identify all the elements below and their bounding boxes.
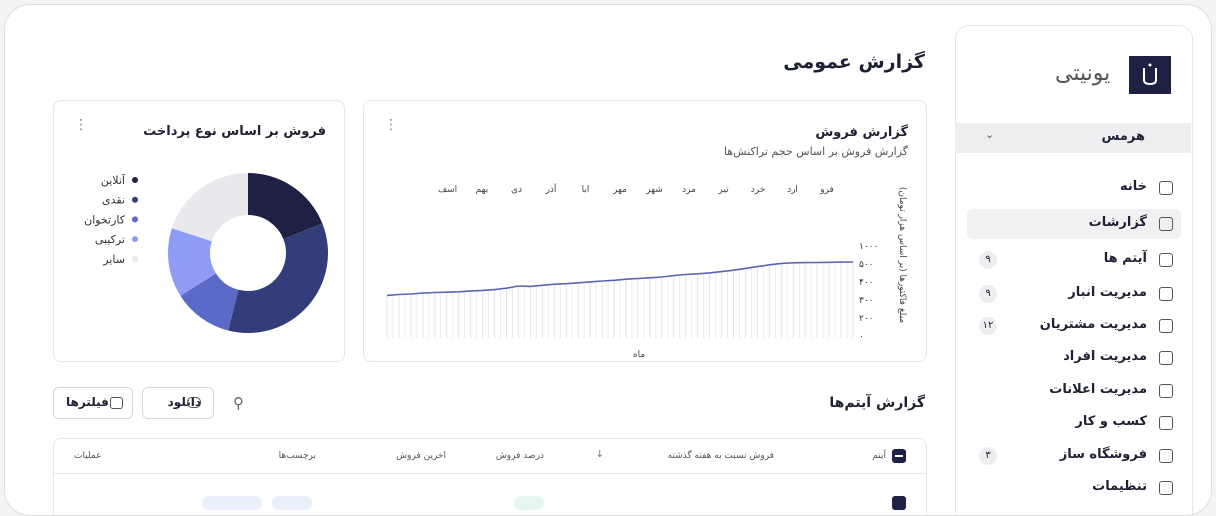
- menu-item[interactable]: مدیریت افراد: [967, 343, 1181, 373]
- menu-badge: ۹: [979, 251, 997, 269]
- filters-button[interactable]: فیلترها: [53, 387, 133, 419]
- tag-pill: [272, 496, 312, 510]
- menu-label: تنظیمات: [1092, 479, 1147, 494]
- menu-label: مدیریت انبار: [1068, 285, 1147, 300]
- menu-label: کسب و کار: [1075, 414, 1147, 429]
- search-button[interactable]: ⚲: [233, 394, 244, 412]
- menu-icon: [1159, 351, 1173, 365]
- menu-item[interactable]: خانه: [967, 173, 1181, 203]
- menu-label: مدیریت مشتریان: [1039, 317, 1147, 332]
- menu-icon: [1159, 287, 1173, 301]
- icon: [110, 397, 123, 409]
- menu-badge: ۱۲: [979, 317, 997, 335]
- menu-label: مدیریت افراد: [1063, 349, 1147, 364]
- more-button[interactable]: ⋮: [74, 117, 88, 133]
- menu-icon: [1159, 319, 1173, 333]
- brand: یونیتی: [1055, 61, 1111, 86]
- card-title: گزارش فروش: [815, 125, 908, 140]
- column-header: عملیات: [74, 451, 102, 461]
- menu-item[interactable]: گزارشات: [967, 209, 1181, 239]
- payment-card: فروش بر اساس نوع پرداخت ⋮: [53, 100, 345, 362]
- menu-badge: ۳: [979, 447, 997, 465]
- menu-badge: ۹: [979, 285, 997, 303]
- more-button[interactable]: ⋮: [384, 117, 398, 133]
- tag-pill: [202, 496, 262, 510]
- menu-item[interactable]: کسب و کار: [967, 408, 1181, 438]
- menu-icon: [1159, 181, 1173, 195]
- icon: [187, 397, 201, 408]
- menu-label: آیتم ها: [1103, 251, 1147, 266]
- column-header: اخرین فروش: [396, 451, 446, 461]
- menu-icon: [1159, 253, 1173, 267]
- card-subtitle: گزارش فروش بر اساس حجم تراکنش‌ها: [724, 145, 908, 158]
- page-title: گزارش عمومی: [783, 51, 925, 73]
- menu-item[interactable]: تنظیمات: [967, 473, 1181, 503]
- header-checkbox[interactable]: [892, 449, 906, 463]
- menu-item[interactable]: آیتم ها ۹: [967, 245, 1181, 275]
- menu-icon: [1159, 217, 1173, 231]
- chevron: ⌄: [985, 128, 995, 141]
- menu-label: فروشگاه ساز: [1059, 447, 1147, 462]
- menu-label: گزارشات: [1088, 215, 1147, 230]
- menu-item[interactable]: مدیریت انبار ۹: [967, 279, 1181, 309]
- column-header: درصد فروش: [495, 451, 544, 461]
- column-header: آیتم: [872, 451, 886, 461]
- workspace-select[interactable]: هرمس ⌄: [955, 123, 1191, 153]
- sort-arrow: ↓: [595, 449, 604, 460]
- items-table: آیتم فروش نسبت به هفته گذشته درصد فروش اخری…: [53, 438, 927, 515]
- card-title: فروش بر اساس نوع پرداخت: [143, 124, 326, 139]
- button-label: دانلود: [167, 395, 201, 409]
- menu-icon: [1159, 416, 1173, 430]
- menu-icon: [1159, 449, 1173, 463]
- row-checkbox[interactable]: [892, 496, 906, 510]
- logo-icon: [1129, 56, 1171, 94]
- sidebar: [955, 25, 1193, 515]
- menu-icon: [1159, 384, 1173, 398]
- app-frame: یونیتی هرمس ⌄ خانه گزارشات آیتم ها ۹ مدیریت …: [4, 4, 1212, 516]
- menu-item[interactable]: مدیریت اعلانات: [967, 376, 1181, 406]
- section-title: گزارش آیتم‌ها: [829, 395, 925, 411]
- button-label: فیلترها: [66, 395, 109, 409]
- menu-icon: [1159, 481, 1173, 495]
- column-header[interactable]: فروش نسبت به هفته گذشته: [667, 451, 774, 461]
- menu-label: مدیریت اعلانات: [1049, 382, 1147, 397]
- sales-card: گزارش فروش گزارش فروش بر اساس حجم تراکنش…: [363, 100, 927, 362]
- menu-label: خانه: [1119, 179, 1147, 194]
- percent-pill: [514, 496, 544, 510]
- column-header: برچسب‌ها: [278, 451, 316, 461]
- row-divider: [54, 473, 926, 474]
- download-button[interactable]: دانلود: [142, 387, 214, 419]
- menu-item[interactable]: مدیریت مشتریان ۱۲: [967, 311, 1181, 341]
- workspace-name: هرمس: [1101, 129, 1145, 144]
- menu-item[interactable]: فروشگاه ساز ۳: [967, 441, 1181, 471]
